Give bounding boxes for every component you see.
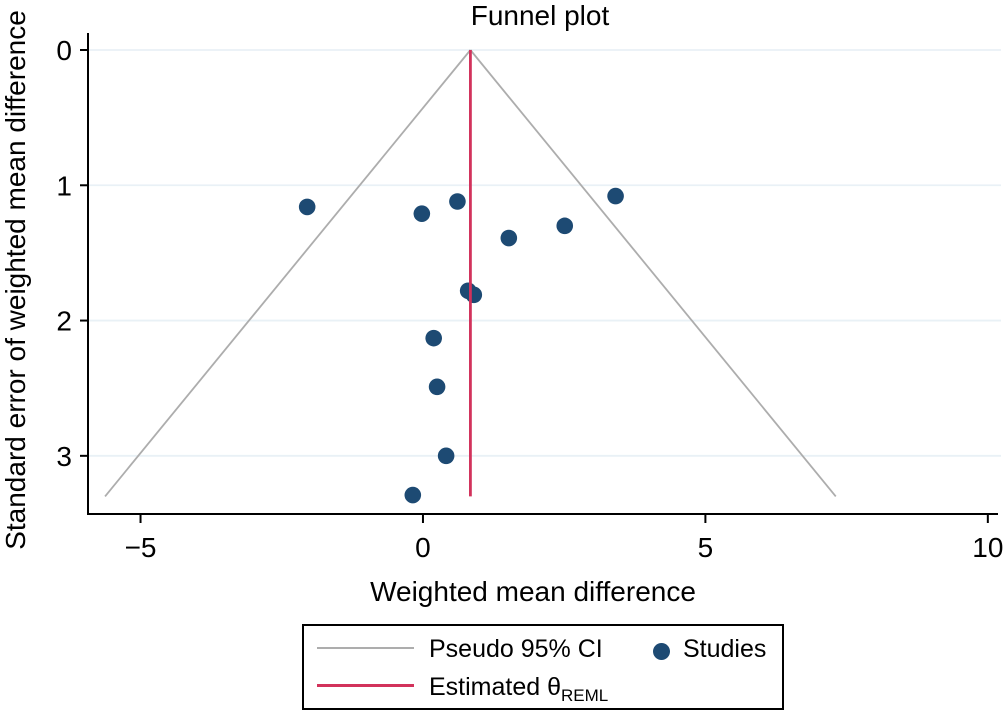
y-tick-label: 1 bbox=[56, 170, 72, 201]
study-point bbox=[449, 193, 466, 210]
study-point bbox=[437, 447, 455, 465]
study-point bbox=[404, 486, 422, 504]
estimate-label: Estimated θREML bbox=[429, 672, 608, 711]
study-point bbox=[556, 217, 574, 235]
y-axis-title: Standard error of weighted mean differen… bbox=[0, 10, 31, 550]
estimate-label-text: Estimated θ bbox=[429, 673, 562, 701]
study-point bbox=[428, 378, 446, 396]
estimate-line-swatch bbox=[317, 684, 414, 687]
pseudo-ci-label: Pseudo 95% CI bbox=[429, 635, 603, 663]
studies-label: Studies bbox=[683, 635, 767, 663]
y-tick-label: 3 bbox=[56, 441, 72, 472]
x-tick-label: 5 bbox=[698, 532, 714, 563]
study-point bbox=[413, 205, 431, 222]
study-point bbox=[607, 187, 624, 205]
studies-dot-swatch bbox=[653, 643, 670, 660]
x-axis-title: Weighted mean difference bbox=[370, 576, 696, 607]
estimate-label-subscript: REML bbox=[561, 686, 609, 705]
y-tick-label: 0 bbox=[56, 35, 72, 66]
legend: Pseudo 95% CI Studies Estimated θREML bbox=[302, 624, 784, 710]
x-tick-label: 10 bbox=[972, 532, 1003, 563]
chart-title: Funnel plot bbox=[470, 0, 610, 31]
y-tick-label: 2 bbox=[56, 306, 72, 337]
pseudo-ci-right-line bbox=[469, 49, 837, 497]
study-point bbox=[465, 286, 483, 304]
study-point bbox=[425, 329, 442, 347]
study-point bbox=[298, 198, 316, 216]
x-tick-label: 0 bbox=[415, 532, 431, 563]
study-point bbox=[500, 229, 518, 247]
pseudo-ci-left-line bbox=[104, 49, 472, 497]
pseudo-ci-line-swatch bbox=[317, 647, 414, 649]
x-tick-label: −5 bbox=[125, 532, 157, 563]
